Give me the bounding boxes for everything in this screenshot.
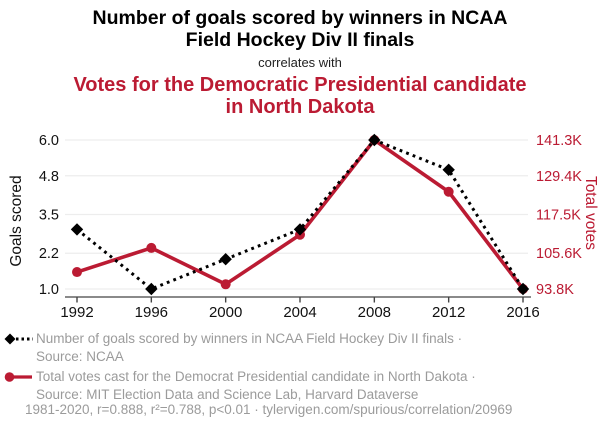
goals-legend-line2: Source: NCAA xyxy=(36,348,124,364)
left-axis-tick-label: 2.2 xyxy=(39,246,59,262)
goals-legend-marker-icon xyxy=(4,333,33,345)
left-axis-tick-label: 1.0 xyxy=(39,282,59,298)
chart-subtitle: Votes for the Democratic Presidential ca… xyxy=(73,74,527,118)
goals-data-point xyxy=(145,282,158,296)
goals-data-point xyxy=(70,223,84,236)
votes-data-point xyxy=(146,242,157,253)
right-axis-tick-label: 93.8K xyxy=(536,282,574,298)
stats-and-source-footer: 1981-2020, r=0.888, r²=0.788, p<0.01 · t… xyxy=(25,402,513,417)
correlates-with-label: correlates with xyxy=(258,55,342,70)
votes-legend-line2: Source: MIT Election Data and Science La… xyxy=(36,386,419,402)
votes-data-point xyxy=(220,279,231,290)
x-axis-tick-label: 2012 xyxy=(432,304,465,321)
goals-data-point xyxy=(516,282,530,296)
x-axis-tick-label: 1992 xyxy=(60,304,93,321)
legend-item-votes: Total votes cast for the Democrat Presid… xyxy=(3,368,593,403)
votes-data-point xyxy=(72,267,82,278)
goals-legend-line1: Number of goals scored by winners in NCA… xyxy=(36,331,463,346)
right-axis-tick-label: 141.3K xyxy=(536,133,582,149)
chart-plot-area: 1.0 93.8K 2.2 105.6K 3.5 117.5K 4.8 129.4K 6.0 14… xyxy=(8,133,599,321)
x-axis-tick-label: 1996 xyxy=(135,304,168,321)
left-axis-title: Goals scored xyxy=(8,175,25,266)
chart-title: Number of goals scored by winners in NCA… xyxy=(92,7,508,51)
goals-data-point xyxy=(442,163,455,176)
legend-item-goals: Number of goals scored by winners in NCA… xyxy=(3,330,593,365)
right-axis-tick-label: 129.4K xyxy=(536,169,582,185)
votes-data-point xyxy=(443,186,454,197)
left-axis-tick-label: 4.8 xyxy=(39,169,59,185)
right-axis-tick-label: 117.5K xyxy=(536,208,581,224)
goals-data-point xyxy=(293,223,307,236)
left-axis-tick-label: 3.5 xyxy=(39,208,59,224)
votes-legend-line1: Total votes cast for the Democrat Presid… xyxy=(36,369,476,384)
right-axis-tick-label: 105.6K xyxy=(536,246,582,262)
right-axis-title: Total votes xyxy=(582,176,599,250)
x-axis-tick-label: 2008 xyxy=(358,304,391,321)
goals-data-point xyxy=(219,253,232,266)
x-axis-tick-label: 2000 xyxy=(209,304,242,321)
votes-legend-marker-icon xyxy=(4,372,32,382)
x-axis-tick-label: 2004 xyxy=(283,304,316,321)
x-axis-tick-label: 2016 xyxy=(506,304,539,321)
left-axis-tick-label: 6.0 xyxy=(39,133,59,149)
